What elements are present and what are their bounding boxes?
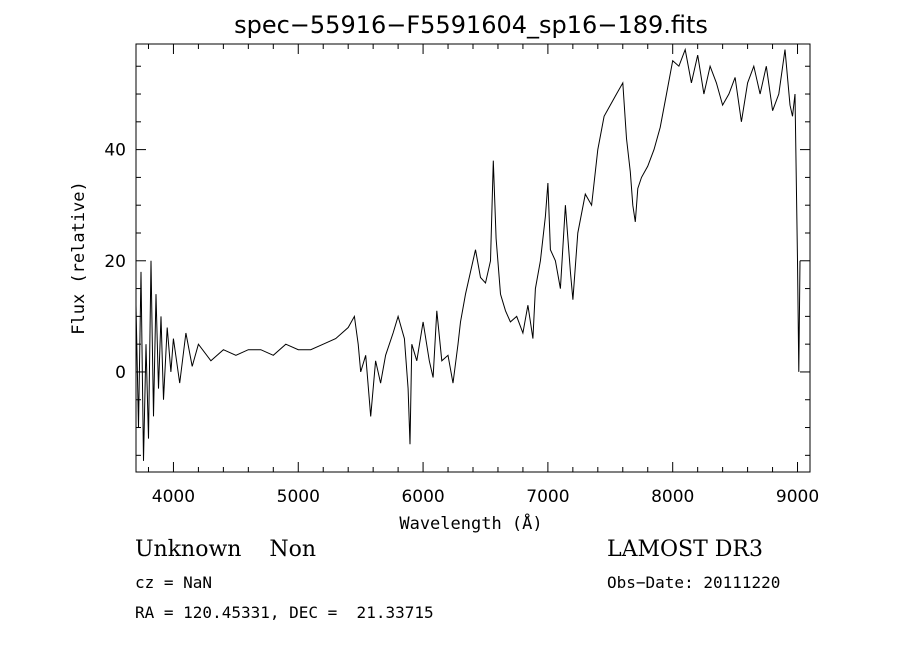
x-axis-label: Wavelength (Å) [399, 512, 542, 534]
survey-label: LAMOST DR3 [607, 537, 763, 562]
plot-frame [135, 43, 811, 473]
y-tick-label: 40 [104, 141, 126, 161]
y-tick-label: 0 [115, 363, 126, 383]
x-tick-label: 8000 [651, 487, 694, 507]
x-tick-label: 6000 [401, 487, 444, 507]
chart-title: spec−55916−F5591604_sp16−189.fits [234, 11, 708, 39]
axis-ticks [136, 44, 810, 472]
x-tick-label: 9000 [776, 487, 819, 507]
redshift-label: cz = NaN [135, 573, 213, 592]
y-axis-label: Flux (relative) [69, 181, 89, 335]
spectrum-line [135, 47, 801, 461]
y-tick-label: 20 [104, 252, 126, 272]
object-class-label: Unknown Non [135, 537, 317, 562]
x-tick-label: 4000 [152, 487, 195, 507]
x-tick-label: 7000 [526, 487, 569, 507]
x-tick-label: 5000 [277, 487, 320, 507]
obs-date-label: Obs−Date: 20111220 [607, 573, 781, 592]
tick-labels: 4000 5000 6000 7000 8000 9000 0 20 40 [104, 141, 819, 507]
coordinates-label: RA = 120.45331, DEC = 21.33715 [135, 603, 434, 622]
